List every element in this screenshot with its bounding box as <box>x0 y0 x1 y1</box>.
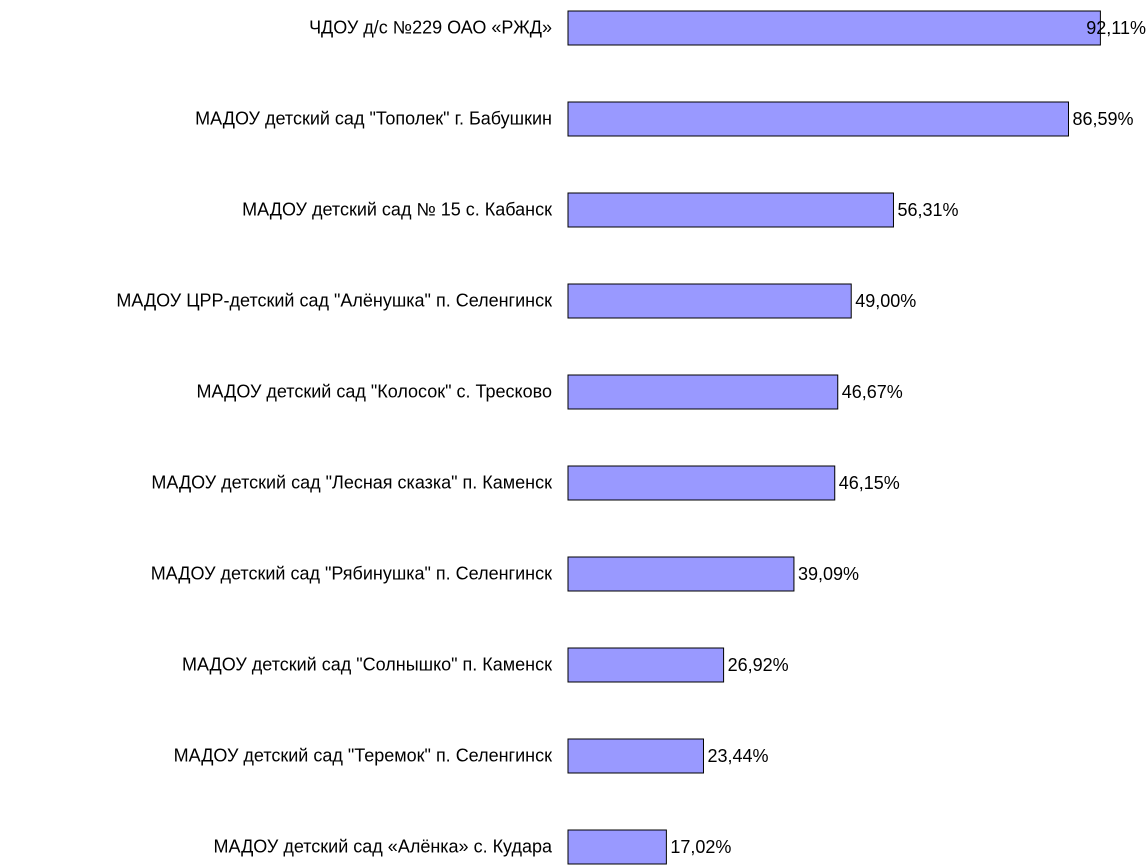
category-label: МАДОУ детский сад "Лесная сказка" п. Кам… <box>151 472 552 495</box>
category-label: МАДОУ детский сад "Тополек" г. Бабушкин <box>195 108 552 131</box>
category-label: МАДОУ детский сад "Колосок" с. Тресково <box>197 381 552 404</box>
category-text: МАДОУ детский сад "Теремок" п. Селенгинс… <box>173 745 552 766</box>
value-label: 46,15% <box>839 473 900 493</box>
category-text: МАДОУ детский сад "Лесная сказка" п. Кам… <box>151 472 552 493</box>
category-label: МАДОУ детский сад № 15 с. Кабанск <box>242 199 552 222</box>
category-label: МАДОУ детский сад "Теремок" п. Селенгинс… <box>174 745 552 768</box>
category-text: МАДОУ детский сад № 15 с. Кабанск <box>242 199 552 220</box>
value-label: 26,92% <box>728 655 789 675</box>
value-label: 49,00% <box>855 291 916 311</box>
category-label: ЧДОУ д/с №229 ОАО «РЖД» <box>309 17 552 40</box>
bar <box>567 829 667 865</box>
bar <box>567 738 704 774</box>
bar <box>567 101 1069 137</box>
bar <box>567 374 839 410</box>
value-label: 46,67% <box>842 382 903 402</box>
value-label: 23,44% <box>707 746 768 766</box>
category-text: МАДОУ детский сад "Колосок" с. Тресково <box>196 381 552 402</box>
category-text: МАДОУ ЦРР-детский сад "Алёнушка" п. Селе… <box>116 290 552 311</box>
category-label: МАДОУ детский сад "Солнышко" п. Каменск <box>182 654 552 677</box>
category-label: МАДОУ детский сад «Алёнка» с. Кудара <box>214 836 552 859</box>
value-label: 17,02% <box>670 837 731 857</box>
bar <box>567 10 1101 46</box>
category-text: МАДОУ детский сад «Алёнка» с. Кудара <box>213 836 552 857</box>
bar <box>567 283 852 319</box>
value-label: 56,31% <box>897 200 958 220</box>
value-label: 92,11% <box>1086 18 1146 38</box>
value-label: 86,59% <box>1072 109 1133 129</box>
category-text: МАДОУ детский сад "Солнышко" п. Каменск <box>181 654 552 675</box>
bar <box>567 192 894 228</box>
category-text: МАДОУ детский сад "Рябинушка" п. Селенги… <box>150 563 552 584</box>
bar <box>567 647 725 683</box>
category-label: МАДОУ ЦРР-детский сад "Алёнушка" п. Селе… <box>116 290 552 313</box>
bar <box>567 556 795 592</box>
category-label: МАДОУ детский сад "Рябинушка" п. Селенги… <box>151 563 552 586</box>
value-label: 39,09% <box>798 564 859 584</box>
category-text: МАДОУ детский сад "Тополек" г. Бабушкин <box>195 108 552 129</box>
bar <box>567 465 836 501</box>
category-text: ЧДОУ д/с №229 ОАО «РЖД» <box>309 17 552 38</box>
